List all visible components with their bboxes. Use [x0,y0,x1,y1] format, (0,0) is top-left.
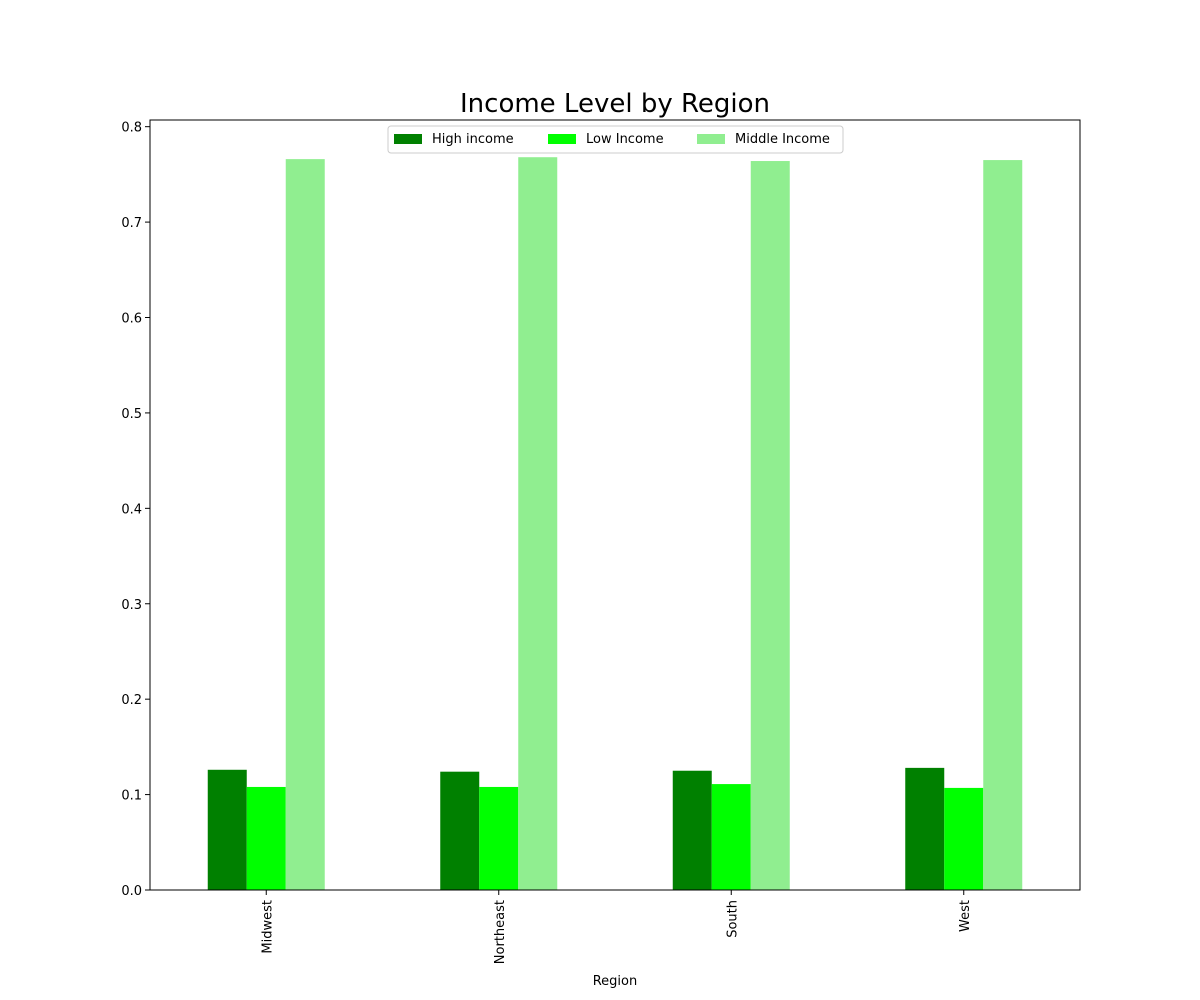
bars-group [207,157,1023,891]
y-tick-label: 0.2 [121,693,142,708]
x-tick-label-midwest: Midwest [260,900,275,954]
bar-south-middle-income [750,161,790,890]
legend-label-middle-income: Middle Income [735,132,830,147]
y-axis: 0.0 0.1 0.2 0.3 0.4 0.5 0.6 0.7 0.8 [121,121,150,899]
y-tick-label: 0.8 [121,121,142,136]
chart-title: Income Level by Region [460,89,770,119]
x-axis: Midwest Northeast South West [260,890,973,964]
y-tick-label: 0.4 [121,502,142,517]
bar-northeast-middle-income [518,157,558,890]
legend-swatch-low-income [548,134,576,144]
y-tick-label: 0.6 [121,312,142,327]
bar-midwest-middle-income [285,159,325,891]
bar-south-low-income [711,784,751,890]
x-tick-label-west: West [958,900,973,932]
bar-midwest-low-income [246,786,286,890]
plot-frame [149,119,1081,891]
legend-swatch-high-income [394,134,422,144]
y-tick-label: 0.5 [121,407,142,422]
bar-midwest-high-income [207,769,247,890]
y-tick-label: 0.0 [121,884,142,899]
bar-west-middle-income [983,160,1023,891]
bar-west-low-income [944,787,984,890]
bar-northeast-high-income [440,771,480,890]
x-axis-label: Region [593,974,638,989]
legend-label-high-income: High income [432,132,514,147]
y-tick-label: 0.7 [121,216,142,231]
legend-box [387,125,844,154]
bar-northeast-low-income [479,786,519,890]
x-tick-label-northeast: Northeast [493,900,508,964]
legend-label-low-income: Low Income [586,132,664,147]
y-tick-label: 0.3 [121,598,142,613]
y-tick-label: 0.1 [121,789,142,804]
bar-west-high-income [905,767,945,890]
legend: High income Low Income Middle Income [387,125,844,154]
x-tick-label-south: South [725,900,740,938]
bar-south-high-income [672,770,712,890]
legend-swatch-middle-income [697,134,725,144]
